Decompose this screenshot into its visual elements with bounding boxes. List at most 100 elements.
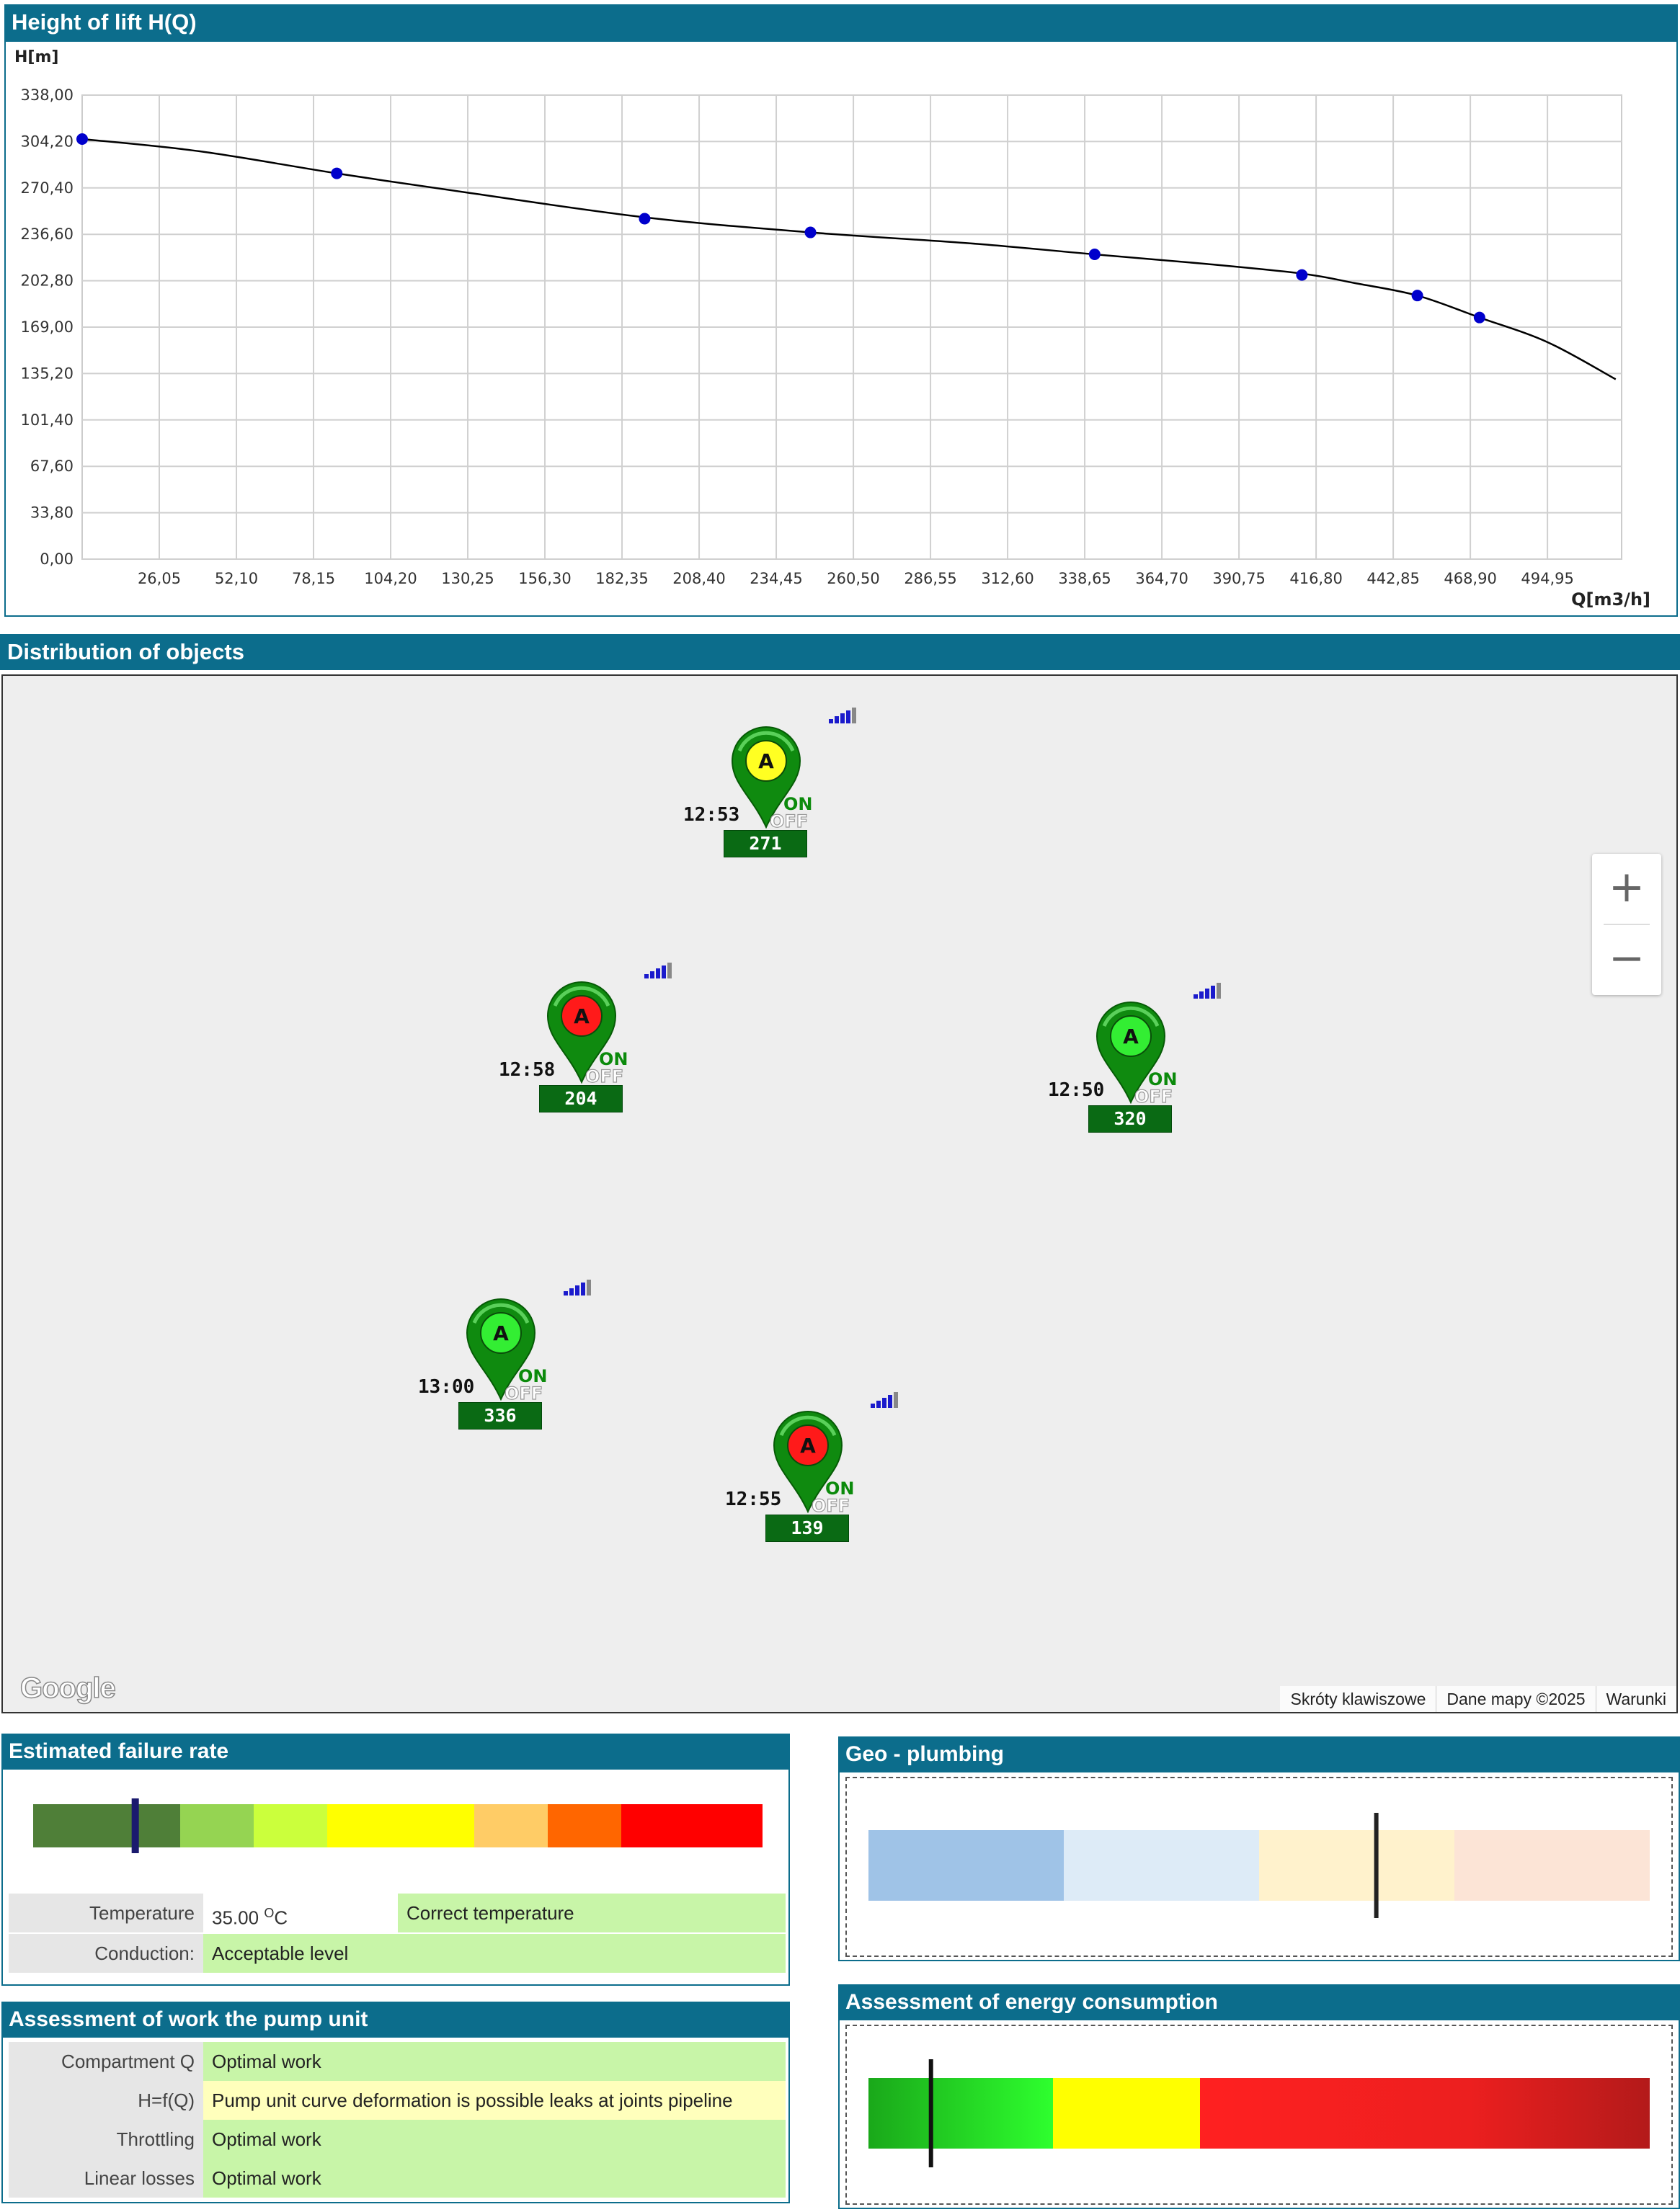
conduction-value: Acceptable level <box>203 1934 786 1973</box>
marker-time: 12:58 <box>499 1059 556 1081</box>
pin-letter: A <box>800 1434 816 1458</box>
off-label: OFF <box>770 811 808 831</box>
signal-bar <box>569 1288 574 1295</box>
zoom-separator <box>1604 924 1650 925</box>
geo-panel-title: Geo - plumbing <box>845 1742 1004 1766</box>
x-tick-label: 208,40 <box>672 570 725 587</box>
signal-bar <box>1199 991 1204 999</box>
data-point[interactable] <box>331 167 343 179</box>
y-axis-label: H[m] <box>14 48 58 66</box>
failure-scale-segment <box>180 1804 254 1847</box>
marker-id-label: 204 <box>539 1085 623 1112</box>
map-marker-320[interactable]: A ON OFF 12:50 320 <box>1048 978 1247 1137</box>
y-tick-label: 67,60 <box>30 458 74 475</box>
pin-letter: A <box>574 1004 590 1028</box>
energy-indicator <box>928 2059 933 2167</box>
geo-scale-segment <box>1064 1830 1259 1901</box>
objects-map[interactable]: A ON OFF 12:53 271 A ON OFF 12:58 204 A ON OFF 12:50 3… <box>1 674 1678 1713</box>
keyboard-shortcuts-link[interactable]: Skróty klawiszowe <box>1290 1690 1426 1708</box>
map-marker-271[interactable]: A ON OFF 12:53 271 <box>683 703 882 862</box>
signal-bar <box>888 1395 892 1408</box>
x-tick-label: 130,25 <box>441 570 494 587</box>
signal-bar <box>882 1398 886 1408</box>
signal-bar <box>840 713 845 723</box>
pump-panel-header: Assessment of work the pump unit <box>1 2002 790 2038</box>
data-point[interactable] <box>1411 290 1423 302</box>
pin-highlight <box>779 1415 837 1437</box>
signal-bar <box>656 968 660 978</box>
geo-panel <box>838 1771 1680 1961</box>
failure-scale-segment <box>474 1804 548 1847</box>
chart-panel-header: Height of lift H(Q) <box>4 4 1678 40</box>
x-tick-label: 416,80 <box>1289 570 1342 587</box>
pump-panel: Compartment Q Optimal work H=f(Q) Pump unit… <box>1 2036 790 2203</box>
google-logo: Google <box>19 1672 116 1705</box>
map-data-text: Dane mapy ©2025 <box>1436 1686 1595 1712</box>
on-label: ON <box>1148 1069 1178 1089</box>
marker-id-label: 139 <box>765 1515 849 1542</box>
status-circle <box>745 740 787 782</box>
failure-scale-segment <box>254 1804 327 1847</box>
x-tick-label: 286,55 <box>904 570 956 587</box>
data-point[interactable] <box>1473 311 1485 324</box>
map-marker-204[interactable]: A ON OFF 12:58 204 <box>499 958 698 1117</box>
pump-row-value: Optimal work <box>203 2120 786 2159</box>
y-tick-label: 33,80 <box>30 504 74 522</box>
y-tick-label: 101,40 <box>21 411 74 429</box>
failure-scale-segment <box>621 1804 763 1847</box>
pump-row-value: Pump unit curve deformation is possible … <box>203 2081 786 2120</box>
zoom-in-button[interactable]: + <box>1608 862 1645 912</box>
x-axis-label: Q[m3/h] <box>1571 589 1650 610</box>
map-marker-139[interactable]: A ON OFF 12:55 139 <box>725 1388 924 1546</box>
status-circle <box>561 995 603 1037</box>
energy-panel <box>838 2019 1680 2209</box>
map-panel-header: Distribution of objects <box>0 634 1680 670</box>
geo-scale-segment <box>1259 1830 1454 1901</box>
temperature-unit: C <box>274 1906 288 1929</box>
conduction-label: Conduction: <box>9 1934 203 1973</box>
pin-letter: A <box>1123 1025 1139 1048</box>
pump-panel-title: Assessment of work the pump unit <box>9 2007 368 2031</box>
x-tick-label: 390,75 <box>1212 570 1265 587</box>
data-point[interactable] <box>804 226 817 238</box>
pin-letter: A <box>493 1321 509 1345</box>
chart-panel-title: Height of lift H(Q) <box>12 9 197 35</box>
x-tick-label: 26,05 <box>138 570 181 587</box>
x-tick-label: 78,15 <box>292 570 335 587</box>
x-tick-label: 52,10 <box>215 570 258 587</box>
signal-bar <box>1217 983 1221 999</box>
failure-panel-header: Estimated failure rate <box>1 1734 790 1770</box>
y-tick-label: 304,20 <box>21 133 74 150</box>
marker-id-label: 336 <box>458 1402 542 1430</box>
status-circle <box>480 1312 522 1354</box>
status-circle <box>787 1424 829 1466</box>
chart-panel: 26,05 52,10 78,15 104,20 130,25 156,30 182,35 2… <box>4 40 1678 617</box>
data-point[interactable] <box>76 133 88 145</box>
zoom-out-button[interactable]: − <box>1608 933 1645 984</box>
data-point[interactable] <box>1088 249 1101 261</box>
data-point[interactable] <box>639 213 651 225</box>
failure-scale-segment <box>327 1804 474 1847</box>
signal-bar <box>662 965 666 978</box>
energy-scale-green <box>868 2078 1053 2149</box>
terms-link[interactable]: Warunki <box>1595 1686 1677 1712</box>
signal-bar <box>564 1291 568 1295</box>
failure-scale-segment <box>33 1804 180 1847</box>
signal-bar <box>667 963 672 978</box>
map-marker-336[interactable]: A ON OFF 13:00 336 <box>418 1275 617 1434</box>
on-label: ON <box>825 1479 855 1499</box>
data-point[interactable] <box>1296 269 1308 281</box>
off-label: OFF <box>1134 1087 1173 1107</box>
x-tick-label: 364,70 <box>1135 570 1188 587</box>
energy-panel-title: Assessment of energy consumption <box>845 1990 1218 2014</box>
signal-bar <box>587 1280 591 1295</box>
energy-consumption-scale <box>868 2059 1650 2167</box>
signal-bar <box>876 1401 881 1408</box>
x-tick-label: 338,65 <box>1058 570 1111 587</box>
signal-bar <box>650 971 654 978</box>
y-tick-label: 135,20 <box>21 365 74 382</box>
